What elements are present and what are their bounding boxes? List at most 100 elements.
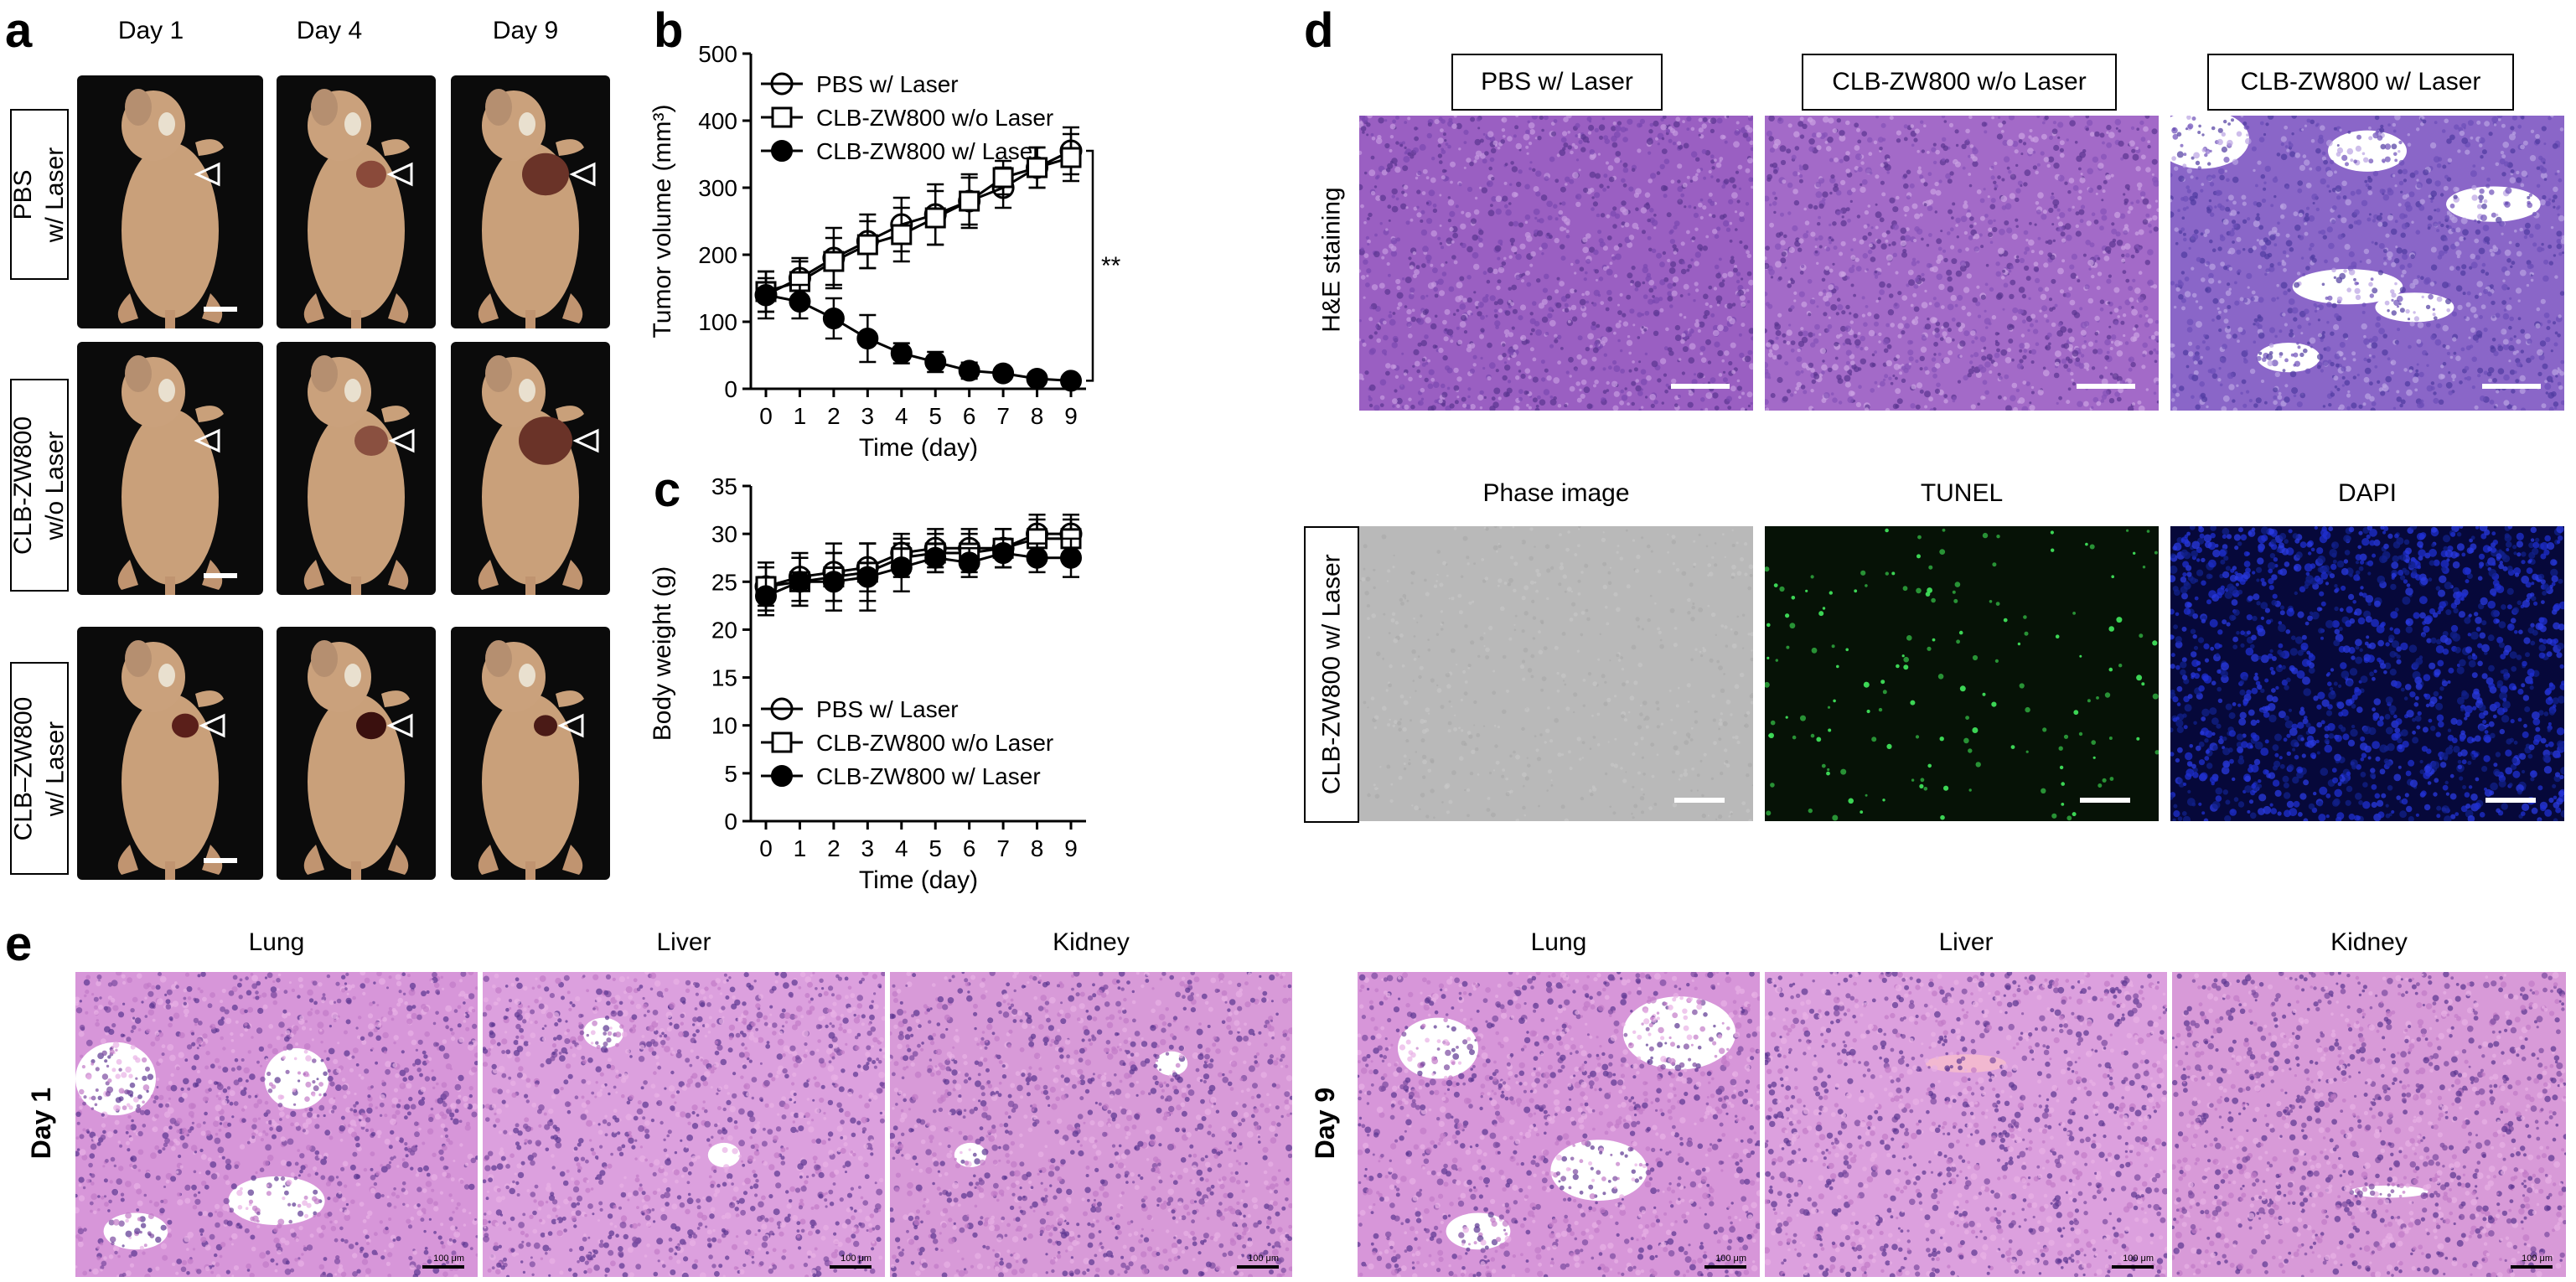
data-point-open xyxy=(770,72,794,96)
dapi-image xyxy=(2170,526,2564,821)
scale-bar xyxy=(204,573,237,578)
data-point-square xyxy=(924,207,946,229)
x-tick-label: 6 xyxy=(963,403,976,429)
mouse-photo xyxy=(451,342,610,595)
scale-bar xyxy=(1671,384,1730,389)
x-tick-label: 5 xyxy=(928,835,942,861)
tumor-arrowhead-icon xyxy=(386,713,413,738)
x-tick-label: 5 xyxy=(928,403,942,429)
series-line xyxy=(765,156,1072,293)
data-point-filled xyxy=(755,284,777,306)
data-point-filled xyxy=(992,542,1015,564)
e-day1-lung: 100 μm xyxy=(75,972,478,1277)
y-tick-label: 0 xyxy=(724,376,737,402)
mouse-photo xyxy=(451,75,610,328)
data-point-filled xyxy=(890,556,913,579)
phase-image xyxy=(1359,526,1753,821)
data-point-filled xyxy=(822,308,845,329)
y-tick-label: 20 xyxy=(711,617,737,643)
y-tick-label: 15 xyxy=(711,665,737,691)
mouse-figure xyxy=(478,640,584,880)
panel-a-row-text: PBS w/ Laser xyxy=(9,147,70,242)
micrograph-texture xyxy=(2170,526,2564,821)
legend-label: CLB-ZW800 w/o Laser xyxy=(816,730,1053,756)
panel-a-row-label-clb-nolaser: CLB-ZW800 w/o Laser xyxy=(10,379,69,592)
tumor xyxy=(522,152,569,196)
data-point-filled xyxy=(789,571,811,593)
y-tick-label: 400 xyxy=(698,108,737,134)
scale-bar xyxy=(1704,1265,1746,1269)
panel-d-he-side: H&E staining xyxy=(1307,117,1358,402)
data-point-square xyxy=(992,167,1014,189)
x-tick-label: 1 xyxy=(794,403,807,429)
y-tick-label: 0 xyxy=(724,809,737,835)
e-right-liver: Liver xyxy=(1938,928,1994,956)
data-point-square xyxy=(823,251,845,272)
legend-label: PBS w/ Laser xyxy=(816,696,959,722)
e-right-kidney: Kidney xyxy=(2330,928,2408,956)
panel-a-col-day9: Day 9 xyxy=(492,17,559,44)
scale-bar-label: 100 μm xyxy=(1248,1254,1279,1264)
y-tick-label: 500 xyxy=(698,41,737,67)
y-tick-label: 35 xyxy=(711,478,737,499)
x-tick-label: 1 xyxy=(794,835,807,861)
he-image-clb-nolaser xyxy=(1765,116,2159,411)
tumor-arrowhead-icon xyxy=(199,713,225,738)
mouse-photo xyxy=(77,342,263,595)
scale-bar xyxy=(204,858,237,863)
scale-bar xyxy=(2112,1265,2154,1269)
tumor-arrowhead-icon xyxy=(194,162,220,187)
tumor xyxy=(172,713,199,738)
scale-bar xyxy=(2511,1265,2553,1269)
panel-d-label-clb-nolaser: CLB-ZW800 w/o Laser xyxy=(1802,54,2117,111)
mouse-figure xyxy=(303,89,413,328)
micrograph-texture xyxy=(2172,972,2566,1277)
x-tick-label: 8 xyxy=(1031,403,1044,429)
scale-bar xyxy=(1674,798,1725,803)
scale-bar xyxy=(422,1265,464,1269)
y-tick-label: 300 xyxy=(698,175,737,201)
significance-bracket xyxy=(1086,149,1094,382)
data-point-square xyxy=(771,106,793,128)
scale-bar-label: 100 μm xyxy=(841,1254,872,1264)
panel-d-label-dapi: DAPI xyxy=(2337,479,2398,507)
scale-bar xyxy=(2077,384,2135,389)
x-tick-label: 9 xyxy=(1064,403,1078,429)
scale-bar xyxy=(2485,798,2536,803)
mouse-figure xyxy=(117,355,237,595)
data-point-filled xyxy=(856,566,879,588)
panel-a-row-text: CLB-ZW800 w/o Laser xyxy=(9,416,70,555)
y-axis-label: Body weight (g) xyxy=(649,566,676,741)
tumor xyxy=(356,160,386,189)
tunel-image xyxy=(1765,526,2159,821)
series-line xyxy=(765,532,1071,588)
e-right-lung: Lung xyxy=(1530,928,1587,956)
tumor xyxy=(519,416,572,465)
x-tick-label: 2 xyxy=(827,835,841,861)
x-tick-label: 4 xyxy=(895,835,908,861)
data-point-open xyxy=(770,697,794,721)
tumor xyxy=(354,426,388,456)
micrograph-texture xyxy=(1358,972,1760,1277)
data-point-filled xyxy=(1060,546,1082,569)
panel-a-col-day4: Day 4 xyxy=(296,17,363,44)
micrograph-texture xyxy=(1765,526,2159,821)
y-tick-label: 30 xyxy=(711,521,737,547)
data-point-filled xyxy=(822,571,845,593)
x-axis-label: Time (day) xyxy=(859,866,978,894)
micrograph-texture xyxy=(1359,526,1753,821)
panel-d-letter: d xyxy=(1304,3,1334,58)
data-point-square xyxy=(771,731,793,753)
x-tick-label: 6 xyxy=(963,835,976,861)
mouse-photo xyxy=(77,75,263,328)
panel-a-letter: a xyxy=(5,3,33,58)
x-tick-label: 7 xyxy=(996,835,1010,861)
y-tick-label: 10 xyxy=(711,713,737,739)
data-point-filled xyxy=(924,546,947,569)
micrograph-texture xyxy=(2170,116,2564,411)
tumor xyxy=(534,715,557,737)
data-point-filled xyxy=(1026,546,1048,569)
data-point-filled xyxy=(992,362,1015,385)
micrograph-texture xyxy=(1765,116,2159,411)
x-tick-label: 3 xyxy=(861,835,875,861)
